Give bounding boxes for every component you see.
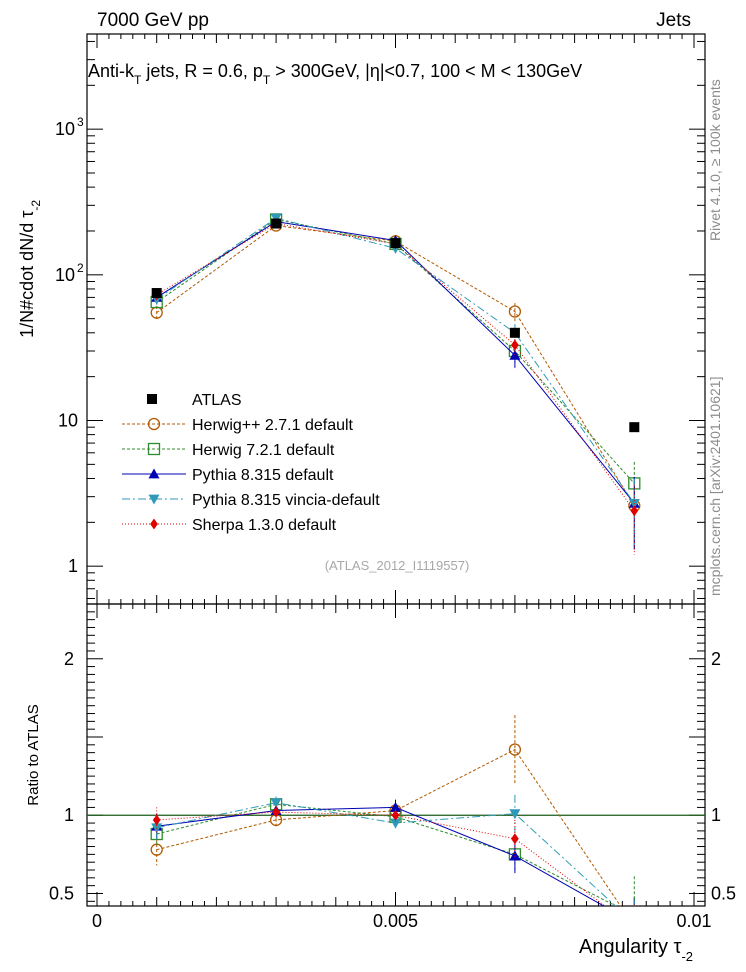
header-right: Jets xyxy=(656,10,691,31)
legend-label: Pythia 8.315 default xyxy=(192,467,334,484)
atlas-data-point xyxy=(629,422,640,433)
y-tick-label: 10 xyxy=(55,265,75,285)
ratio-point xyxy=(629,918,640,928)
ratio-point xyxy=(508,743,522,756)
ratio-point xyxy=(630,922,638,933)
mcplots-label: mcplots.cern.ch [arXiv:2401.10621] xyxy=(707,377,723,596)
ratio-series-layer xyxy=(150,715,640,933)
ratio-point xyxy=(509,850,521,861)
rivet-version-label: Rivet 4.1.0, ≥ 100k events xyxy=(707,79,723,241)
ratio-point xyxy=(151,823,163,834)
main-panel-frame xyxy=(86,33,706,605)
series-line xyxy=(156,225,635,506)
series-line xyxy=(156,221,635,504)
legend-label: Pythia 8.315 vincia-default xyxy=(192,492,380,509)
series-point xyxy=(511,339,519,351)
analysis-watermark: (ATLAS_2012_I1119557) xyxy=(325,558,470,573)
atlas-data-point xyxy=(390,238,401,249)
y-tick-label: 1 xyxy=(68,556,78,576)
ratio-series-3 xyxy=(151,794,640,929)
ratio-y-tick-label-right: 0.5 xyxy=(711,883,736,903)
y-axis-label: 1/N#cdot dN/d τ-2 xyxy=(17,200,43,338)
legend-label: ATLAS xyxy=(192,392,242,409)
ratio-point xyxy=(272,806,280,818)
ratio-y-tick-label: 0.5 xyxy=(49,883,74,903)
series-point xyxy=(508,305,522,318)
y-tick-label-exponent: 2 xyxy=(77,261,84,275)
ratio-point xyxy=(391,809,400,821)
x-tick-label: 0.01 xyxy=(676,911,711,931)
series-line xyxy=(156,217,635,504)
ratio-panel-frame xyxy=(86,603,706,907)
ratio-y-tick-label: 2 xyxy=(64,649,74,669)
legend-marker-atlas xyxy=(147,394,157,404)
ratio-y-tick-label-right: 2 xyxy=(711,649,721,669)
y-tick-label-exponent: 3 xyxy=(77,115,84,129)
ratio-line xyxy=(156,803,618,906)
ratio-point xyxy=(509,809,521,820)
atlas-data-point xyxy=(151,288,162,299)
x-axis-label: Angularity τ-2 xyxy=(579,936,693,964)
x-tick-label: 0.005 xyxy=(373,911,418,931)
legend-marker xyxy=(147,417,161,431)
main-series-layer xyxy=(150,213,641,555)
ratio-point xyxy=(511,833,519,845)
ratio-point xyxy=(152,814,161,826)
ratio-y-tick-label-right: 1 xyxy=(711,805,721,825)
ratio-series-4 xyxy=(152,805,638,933)
atlas-data-point xyxy=(509,327,520,338)
ratio-point xyxy=(629,910,640,921)
ratio-y-axis-label: Ratio to ATLAS xyxy=(25,704,42,805)
plot-title: Anti-kT jets, R = 0.6, pT > 300GeV, |η|<… xyxy=(88,61,582,87)
legend-marker xyxy=(150,518,158,530)
x-tick-label: 0 xyxy=(92,911,102,931)
ratio-point xyxy=(629,919,640,929)
atlas-data xyxy=(151,218,640,433)
ratio-point xyxy=(390,818,401,829)
legend-label: Herwig 7.2.1 default xyxy=(192,442,335,459)
ratio-point xyxy=(270,798,282,809)
legend-label: Sherpa 1.3.0 default xyxy=(192,517,337,534)
y-tick-label: 10 xyxy=(55,119,75,139)
series-point xyxy=(630,505,639,517)
atlas-data-point xyxy=(271,218,282,229)
ratio-point xyxy=(390,801,401,812)
y-tick-label: 10 xyxy=(58,411,78,431)
legend-label: Herwig++ 2.7.1 default xyxy=(192,417,354,434)
legend: ATLAS Herwig++ 2.7.1 default Herwig 7.2.1 … xyxy=(122,392,380,534)
header-left: 7000 GeV pp xyxy=(97,10,209,31)
ratio-y-tick-label: 1 xyxy=(64,805,74,825)
legend-marker xyxy=(148,494,160,505)
legend-marker xyxy=(148,468,160,479)
legend-marker xyxy=(147,442,161,456)
ratio-point xyxy=(629,921,640,932)
